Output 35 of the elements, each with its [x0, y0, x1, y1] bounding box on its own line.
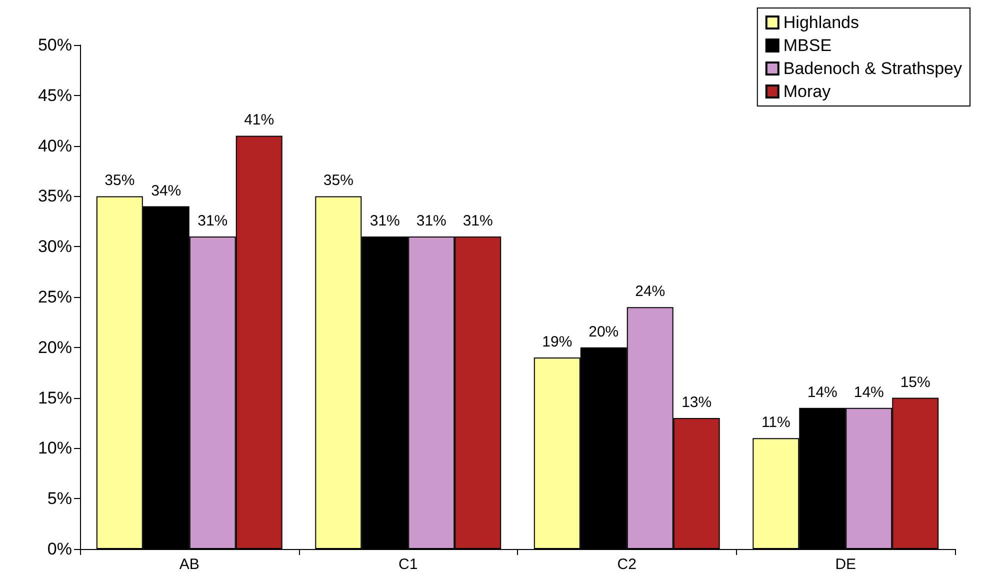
y-tick-label: 45%: [38, 86, 72, 105]
x-tick-label: AB: [179, 556, 200, 573]
data-label: 11%: [761, 414, 790, 432]
data-label: 35%: [104, 172, 135, 190]
data-label: 35%: [323, 172, 354, 190]
x-tick-label: C2: [617, 556, 636, 573]
y-tick-label: 15%: [38, 388, 72, 408]
legend-label: Highlands: [783, 13, 859, 32]
data-label: 13%: [682, 394, 712, 411]
data-label: 19%: [542, 333, 572, 350]
data-label: 24%: [635, 283, 666, 300]
data-label: 14%: [807, 384, 838, 401]
legend-label: Moray: [783, 82, 832, 101]
data-label: 34%: [151, 182, 182, 200]
data-label: 20%: [588, 323, 619, 340]
data-label: 14%: [854, 384, 884, 401]
x-tick-label: C1: [398, 556, 418, 573]
data-label: 31%: [370, 212, 400, 230]
legend-label: MBSE: [783, 36, 832, 55]
data-label: 15%: [900, 374, 930, 391]
y-tick-label: 30%: [38, 237, 72, 256]
data-label: 31%: [462, 212, 493, 230]
data-label: 31%: [416, 212, 446, 230]
y-tick-label: 25%: [38, 288, 72, 306]
y-tick-label: 0%: [47, 540, 72, 558]
y-tick-label: 20%: [38, 338, 72, 357]
y-tick-label: 5%: [47, 489, 72, 508]
legend-label: Badenoch & Strathspey: [783, 59, 962, 78]
y-tick-label: 40%: [38, 136, 72, 156]
y-tick-label: 50%: [38, 36, 72, 54]
x-tick-label: DE: [835, 556, 856, 573]
y-tick-label: 10%: [38, 438, 72, 458]
data-label: 31%: [198, 212, 228, 230]
data-label: 41%: [244, 112, 274, 129]
y-tick-label: 35%: [38, 186, 72, 206]
